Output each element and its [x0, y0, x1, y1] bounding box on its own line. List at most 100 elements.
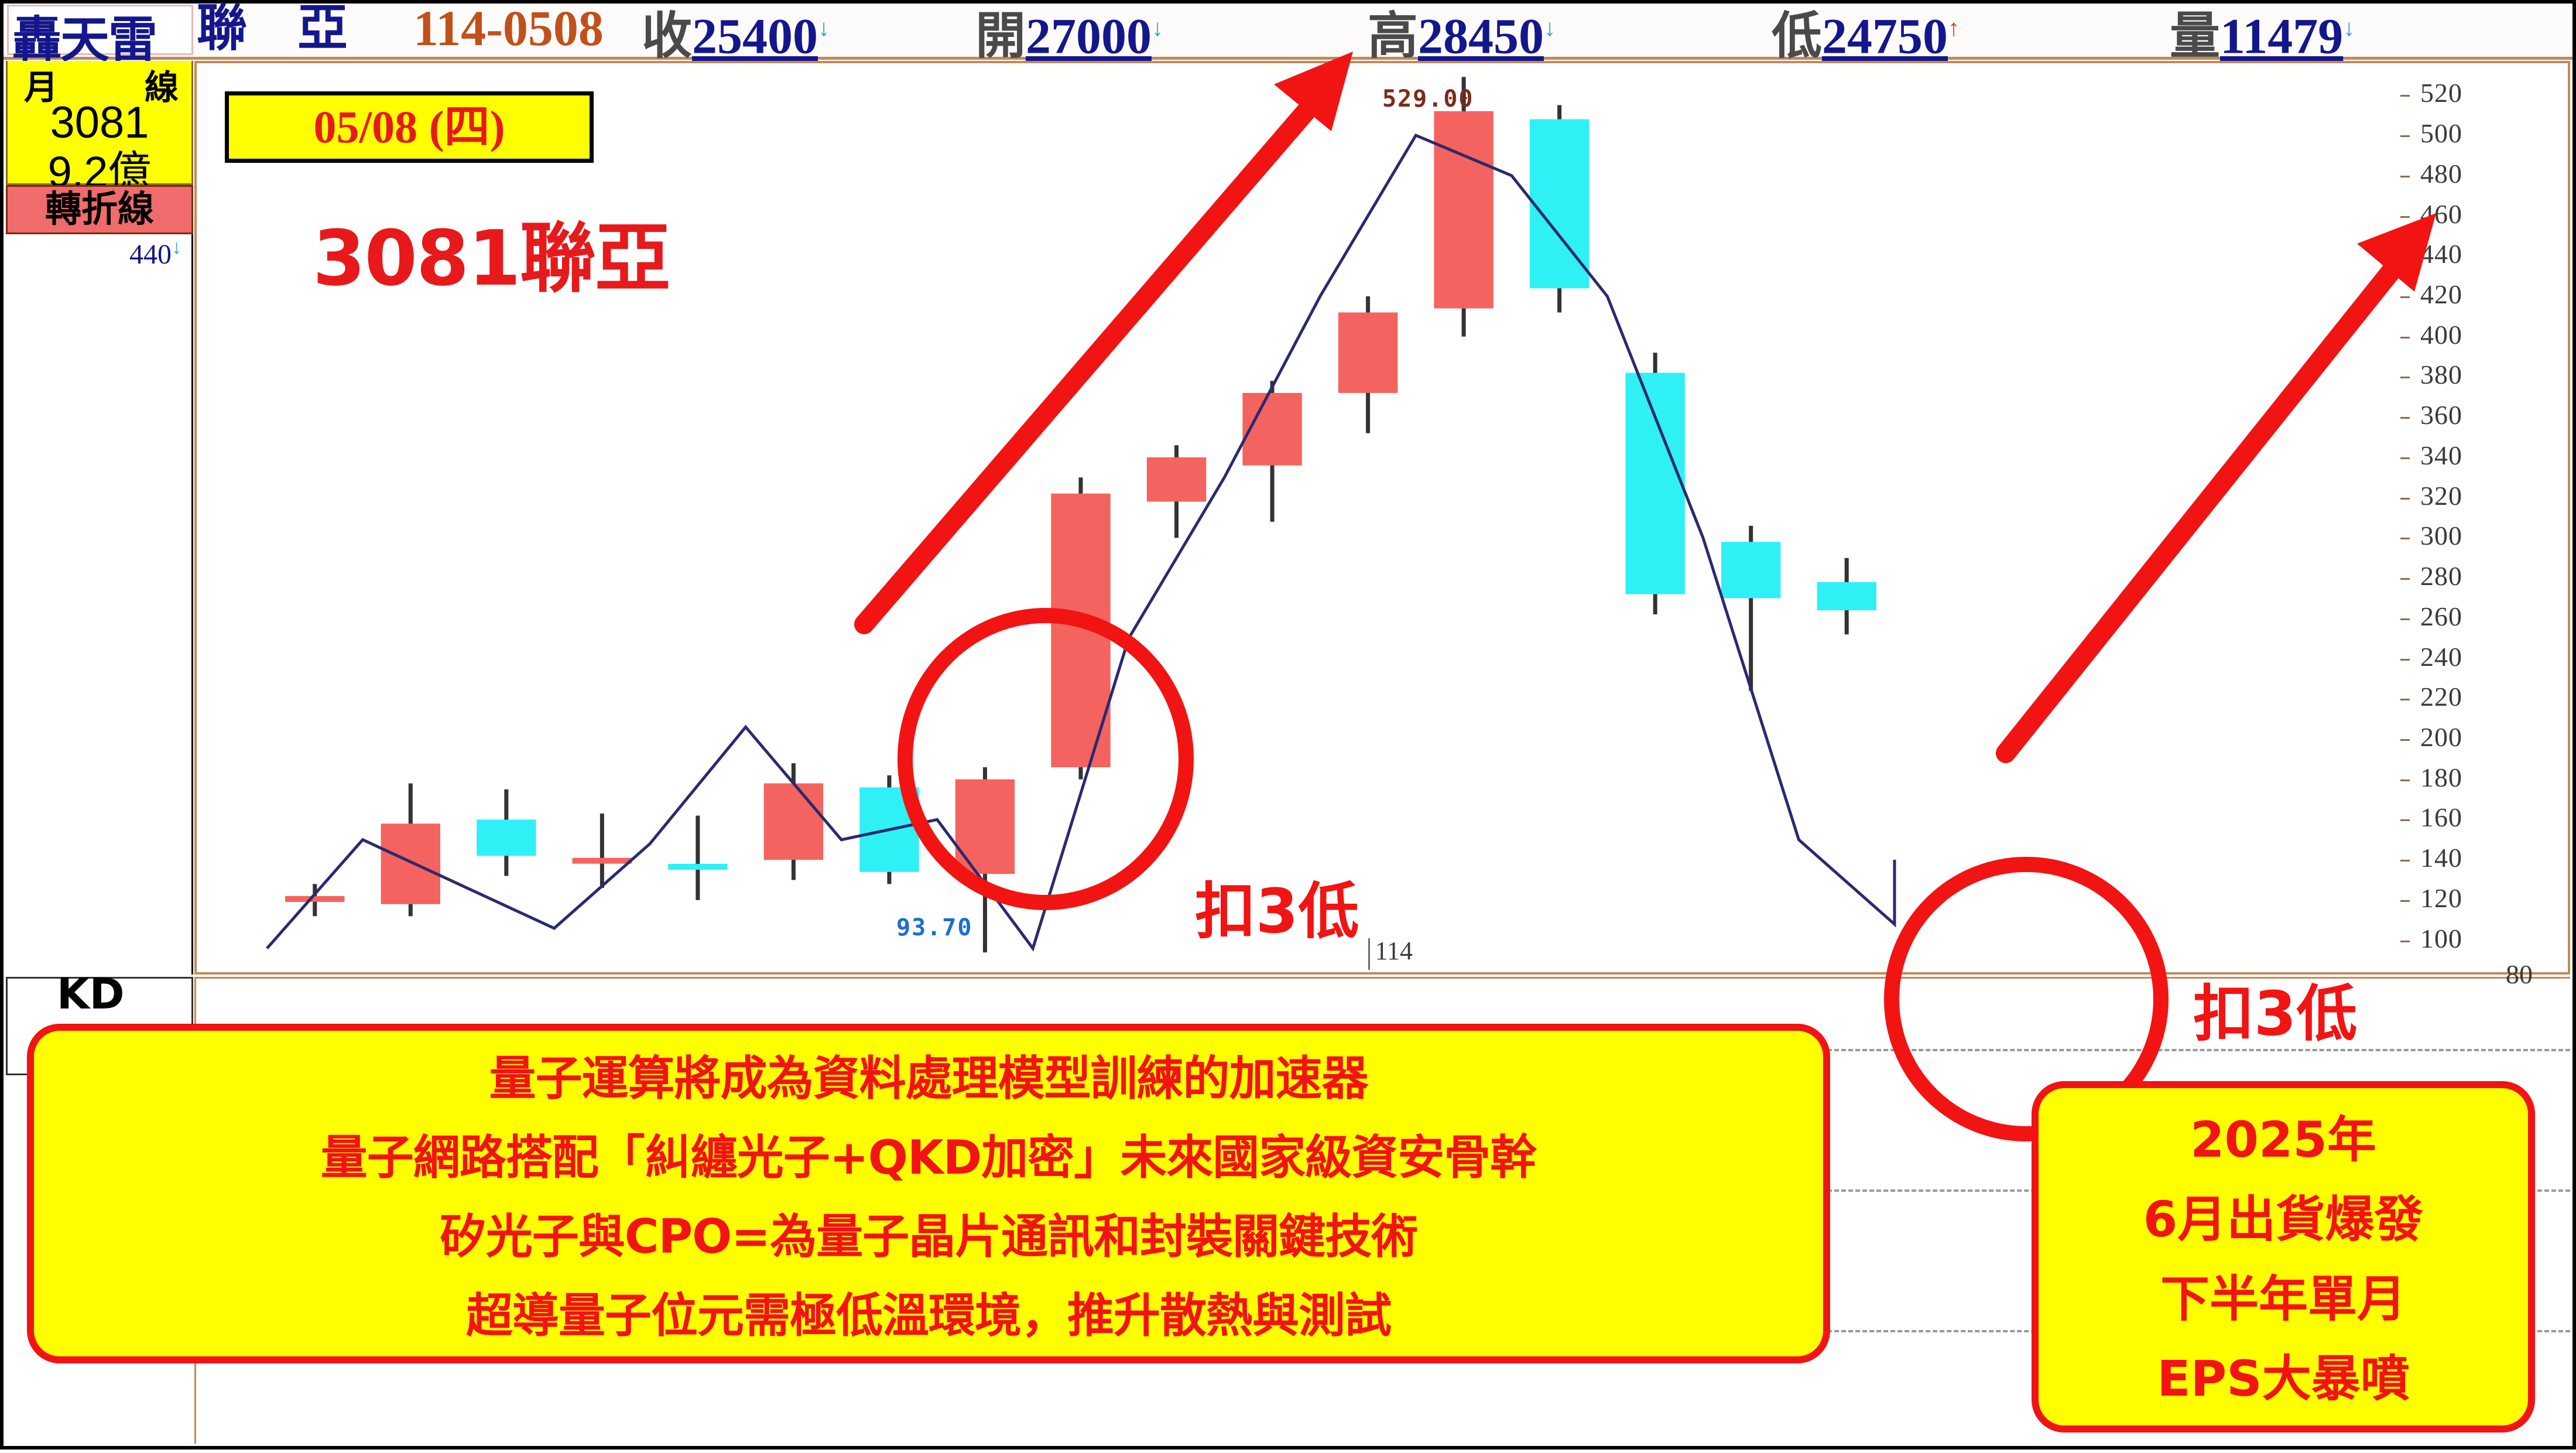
candle-body [1242, 392, 1302, 466]
callout-right: 2025年 6月出貨爆發 下半年單月 EPS大暴噴 [2032, 1081, 2535, 1433]
peak-price-label: 529.00 [1382, 86, 1474, 112]
candle-body [285, 896, 345, 902]
y-tick-mark [2400, 779, 2410, 781]
close-arrow-icon: ↓ [818, 15, 830, 41]
candle-body [955, 779, 1015, 874]
y-tick-label: 280 [2420, 561, 2462, 592]
x-axis-label: 114 [1375, 936, 1413, 965]
y-tick-label: 420 [2420, 279, 2462, 309]
y-tick-label: 140 [2420, 843, 2462, 873]
date-code-text: 114-0508 [413, 0, 604, 56]
y-tick-label: 120 [2420, 883, 2462, 913]
y-tick-mark [2400, 457, 2410, 459]
candle-body [859, 787, 919, 872]
callout-main-line-3: 矽光子與CPO=為量子晶片通訊和封裝關鍵技術 [439, 1209, 1418, 1264]
y-tick-label: 440 [2420, 239, 2462, 269]
y-tick-label: 180 [2420, 762, 2462, 792]
high-label: 高 [1368, 6, 1418, 66]
candle-body [477, 819, 536, 856]
high-arrow-icon: ↓ [1544, 15, 1556, 41]
period-right-label: 線 [144, 67, 179, 107]
page-title: 3081聯亞 [313, 214, 671, 303]
candle-body [1817, 582, 1876, 611]
callout-right-line-3: 下半年單月 [2160, 1270, 2406, 1328]
y-tick-mark [2400, 739, 2410, 741]
y-tick-label: 240 [2420, 641, 2462, 672]
quote-date-code: 114-0508 [413, 0, 604, 56]
open-value: 27000 [1026, 8, 1152, 64]
y-tick-mark [2400, 216, 2410, 218]
turning-line-label: 轉折線 [6, 185, 193, 234]
y-tick-mark [2400, 860, 2410, 862]
y-tick-label: 260 [2420, 601, 2462, 631]
y-tick-mark [2400, 175, 2410, 177]
date-badge: 05/08 (四) [225, 91, 594, 163]
turning-arrow-icon: ↓ [172, 237, 181, 258]
left-info-panel: 月 線 3081 9.2億 轉折線 440↓ [6, 61, 193, 975]
y-tick-label: 380 [2420, 360, 2462, 390]
close-label: 收 [642, 6, 692, 66]
y-tick-label: 160 [2420, 802, 2462, 833]
period-row: 月 線 [8, 62, 191, 107]
volume-value: 11479 [2220, 8, 2344, 64]
callout-main-line-4: 超導量子位元需極低溫環境，推升散熱與測試 [466, 1288, 1392, 1343]
y-tick-label: 100 [2420, 923, 2462, 953]
y-tick-label: 480 [2420, 158, 2462, 189]
x-tick-mark [1368, 938, 1370, 970]
y-tick-mark [2400, 256, 2410, 258]
y-tick-mark [2400, 699, 2410, 701]
low-arrow-icon: ↑ [1948, 15, 1960, 41]
stock-name-text: 聯 亞 [197, 0, 348, 56]
turning-line-value: 440↓ [6, 237, 181, 271]
y-tick-mark [2400, 336, 2410, 339]
candle-body [1051, 493, 1111, 768]
candle-body [1434, 111, 1493, 309]
brand-label: 轟天雷 [12, 11, 157, 69]
quote-close: 收25400↓ [642, 0, 830, 64]
y-tick-mark [2400, 538, 2410, 540]
close-value: 25400 [692, 8, 818, 64]
volume-arrow-icon: ↓ [2343, 15, 2355, 41]
y-tick-mark [2400, 296, 2410, 298]
y-tick-label: 460 [2420, 199, 2462, 229]
y-tick-mark [2400, 95, 2410, 97]
low-value: 24750 [1822, 8, 1948, 64]
high-value: 28450 [1418, 8, 1544, 64]
y-tick-mark [2400, 940, 2410, 942]
callout-main-line-1: 量子運算將成為資料處理模型訓練的加速器 [489, 1051, 1369, 1106]
stock-code-value: 3081 [50, 98, 149, 148]
y-tick-mark [2400, 497, 2410, 500]
open-arrow-icon: ↓ [1152, 15, 1163, 41]
quote-volume: 量11479↓ [2170, 0, 2355, 64]
callout-main-line-2: 量子網路搭配「糾纏光子+QKD加密」未來國家級資安骨幹 [320, 1130, 1537, 1185]
turning-value-text: 440 [129, 239, 172, 270]
low-price-label: 93.70 [896, 914, 973, 941]
y-tick-label: 400 [2420, 319, 2462, 350]
y-tick-mark [2400, 417, 2410, 419]
candle-body [1625, 372, 1685, 594]
y-tick-label: 220 [2420, 682, 2462, 712]
period-left-label: 月 [24, 67, 59, 107]
y-tick-label: 320 [2420, 480, 2462, 511]
y-tick-label: 200 [2420, 722, 2462, 752]
candle-body [763, 783, 824, 860]
low-label: 低 [1772, 6, 1822, 66]
y-tick-label: 300 [2420, 521, 2462, 551]
volume-label: 量 [2170, 6, 2220, 66]
callout-right-line-1: 2025年 [2190, 1111, 2376, 1168]
y-tick-mark [2400, 377, 2410, 379]
y-tick-mark [2400, 819, 2410, 822]
kd-label: KD [57, 969, 125, 1018]
y-tick-label: 360 [2420, 400, 2462, 430]
quote-low: 低24750↑ [1772, 0, 1960, 64]
candle-body [1529, 119, 1590, 289]
quote-stock-name: 聯 亞 [197, 0, 348, 56]
kd-level-label: 80 [2506, 959, 2533, 989]
brand-box: 轟天雷 [7, 5, 193, 69]
y-tick-mark [2400, 658, 2410, 661]
candle-body [1338, 312, 1398, 393]
y-tick-label: 340 [2420, 440, 2462, 470]
info-yellow-block: 月 線 3081 9.2億 [6, 61, 193, 196]
y-tick-mark [2400, 900, 2410, 902]
